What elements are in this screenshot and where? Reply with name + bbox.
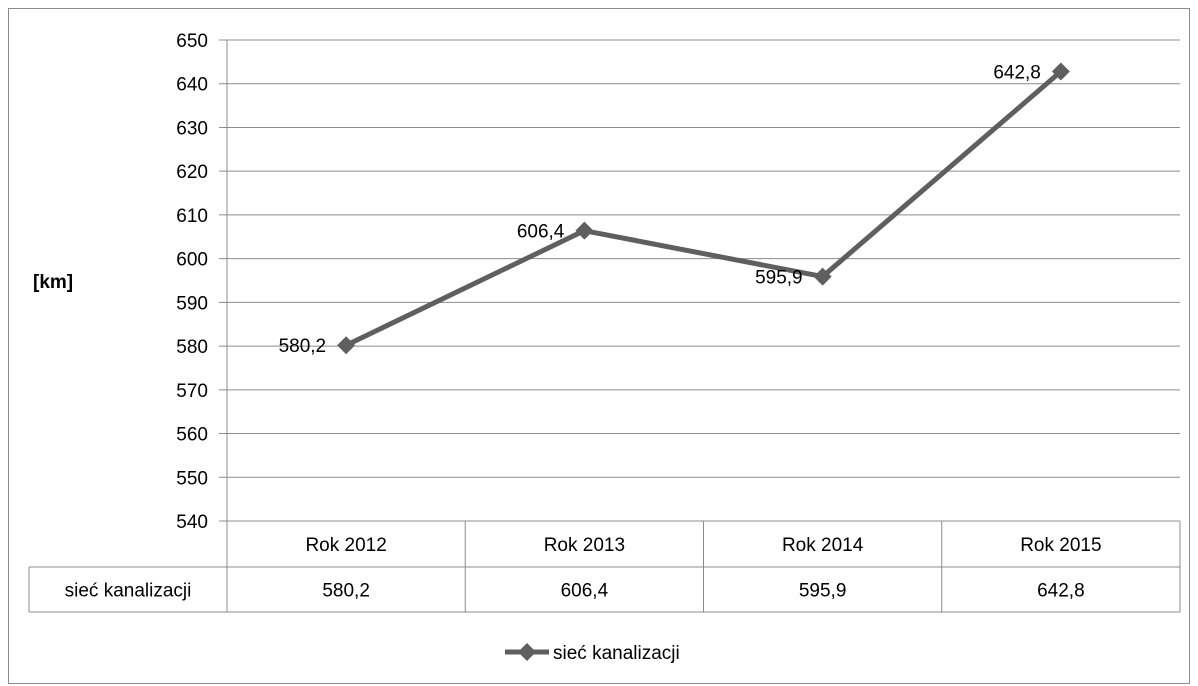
data-point-marker <box>337 336 356 355</box>
y-tick-label: 580 <box>176 337 208 358</box>
series-line-group: 580,2 606,4 595,9 642,8 <box>279 62 1070 357</box>
y-tick-label: 650 <box>176 31 208 52</box>
series-line <box>345 69 1063 348</box>
table-cell-value: 580,2 <box>322 581 370 602</box>
x-category-label: Rok 2013 <box>544 535 625 556</box>
y-tick-label: 550 <box>176 468 208 489</box>
data-label: 595,9 <box>755 268 803 289</box>
data-label: 580,2 <box>279 336 327 357</box>
y-tick-label: 630 <box>176 118 208 139</box>
y-tick-label: 610 <box>176 206 208 227</box>
data-table: Rok 2012 Rok 2013 Rok 2014 Rok 2015 sieć kan… <box>28 520 1181 613</box>
data-point-marker <box>575 221 594 240</box>
data-point-marker <box>813 267 832 286</box>
x-category-label: Rok 2015 <box>1020 535 1101 556</box>
y-tick-label: 600 <box>176 250 208 271</box>
table-row-label: sieć kanalizacji <box>65 581 192 602</box>
legend-marker <box>518 643 536 661</box>
y-tick-label: 560 <box>176 425 208 446</box>
gridlines <box>219 39 1180 522</box>
table-cell-value: 595,9 <box>799 581 847 602</box>
x-category-label: Rok 2014 <box>782 535 864 556</box>
legend-label: sieć kanalizacji <box>553 643 680 664</box>
table-cell-value: 642,8 <box>1037 581 1085 602</box>
y-tick-label: 540 <box>176 512 208 533</box>
table-cell-value: 606,4 <box>561 581 609 602</box>
y-axis-ticks: 540 550 560 570 580 590 600 610 620 630 640 650 <box>176 31 208 533</box>
data-point-marker <box>1051 62 1070 81</box>
y-axis-label: [km] <box>33 272 73 293</box>
data-label: 642,8 <box>993 62 1041 83</box>
y-tick-label: 570 <box>176 381 208 402</box>
x-category-label: Rok 2012 <box>305 535 386 556</box>
y-tick-label: 620 <box>176 162 208 183</box>
y-tick-label: 590 <box>176 293 208 314</box>
y-tick-label: 640 <box>176 75 208 96</box>
legend: sieć kanalizacji <box>505 643 680 664</box>
data-label: 606,4 <box>517 222 565 243</box>
